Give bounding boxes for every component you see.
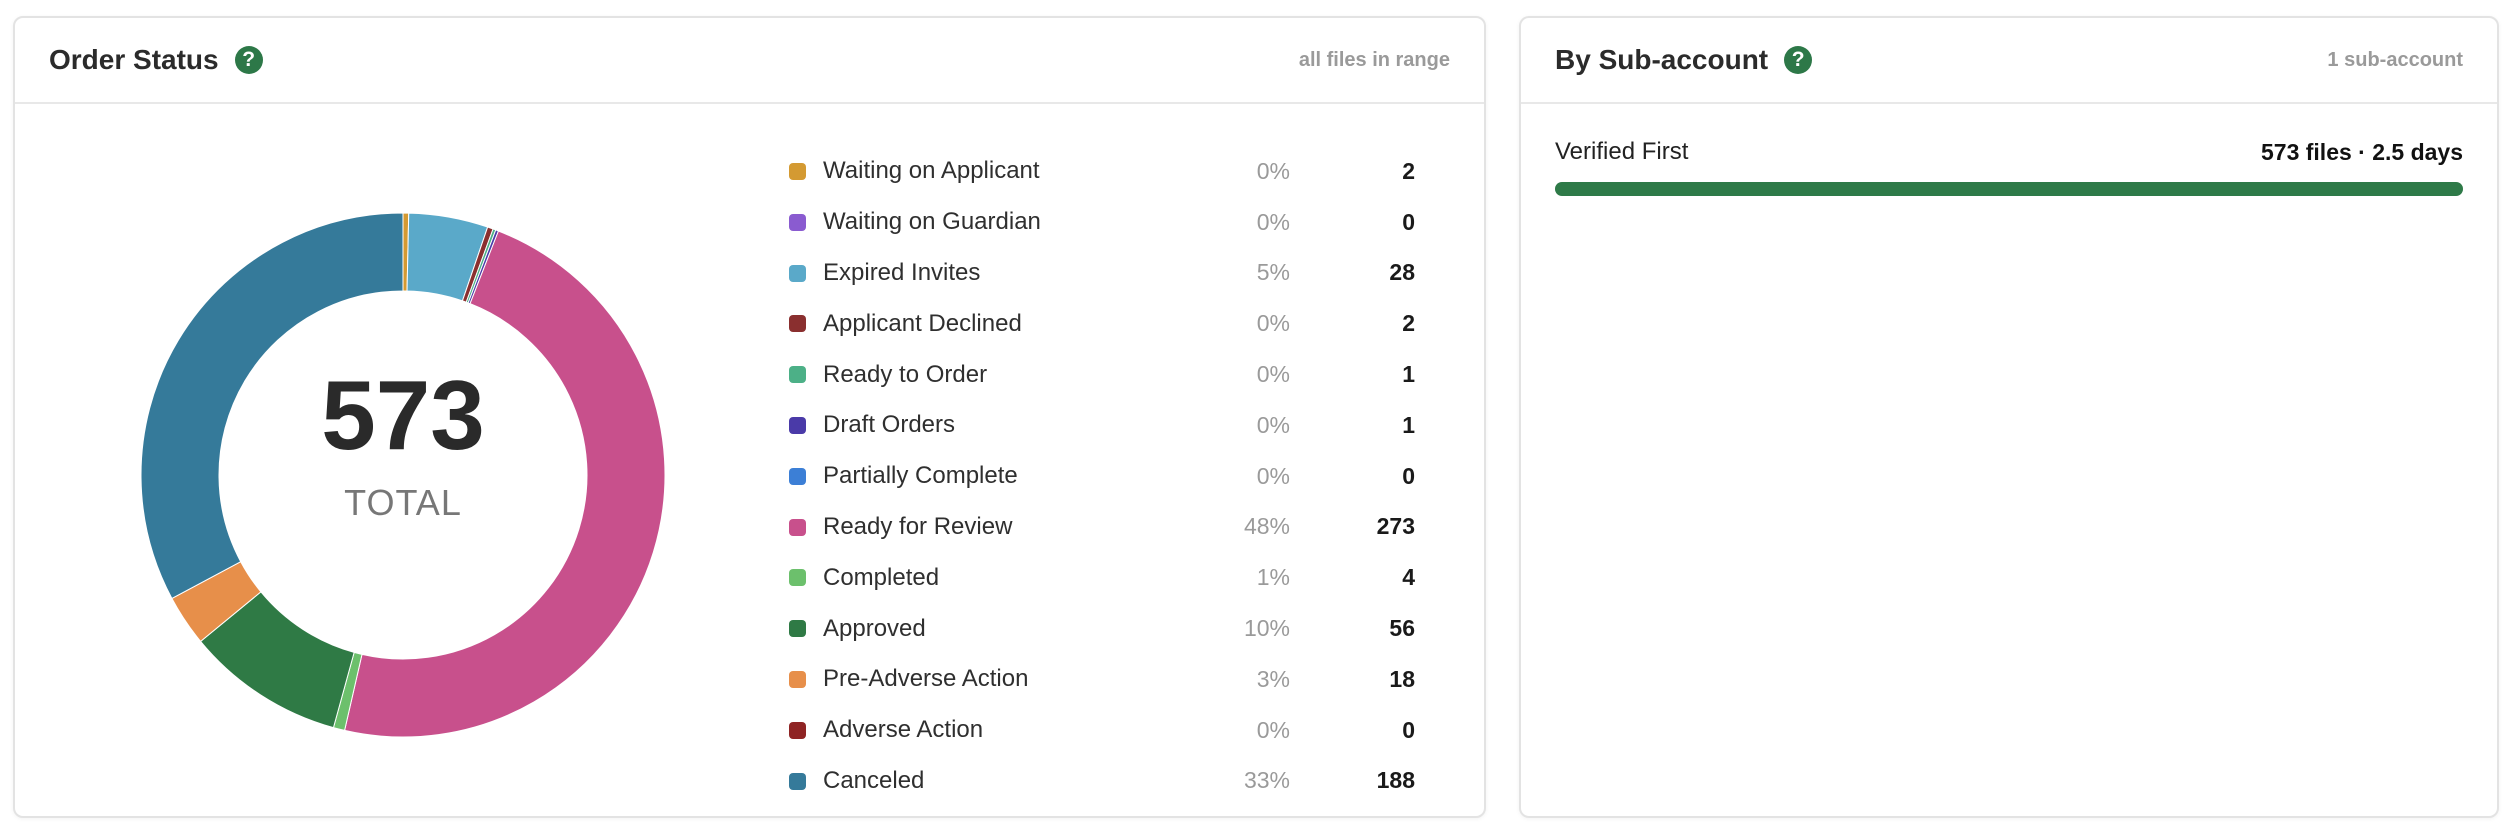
legend-percent: 0% xyxy=(1256,716,1290,743)
legend-label: Ready to Order xyxy=(823,360,988,388)
legend-percent: 1% xyxy=(1256,564,1290,591)
sub-account-card: By Sub-account ? 1 sub-account Verified … xyxy=(1519,16,2499,818)
legend-item[interactable]: Approved 10% 56 xyxy=(775,603,1435,654)
legend-label: Ready for Review xyxy=(823,512,1013,540)
legend-percent: 0% xyxy=(1256,208,1290,235)
sub-account-row[interactable]: Verified First 573 files · 2.5 days xyxy=(1555,138,2463,196)
legend-item[interactable]: Adverse Action 0% 0 xyxy=(775,705,1435,756)
legend-label: Adverse Action xyxy=(823,716,984,744)
legend-count: 1 xyxy=(1402,411,1415,438)
legend-swatch xyxy=(789,569,806,587)
legend-item[interactable]: Waiting on Guardian 0% 0 xyxy=(775,197,1435,248)
donut-slice[interactable] xyxy=(140,212,404,600)
sub-account-title: By Sub-account xyxy=(1555,44,1769,75)
legend-label: Waiting on Guardian xyxy=(823,208,1041,236)
legend-swatch xyxy=(789,315,806,333)
total-count: 573 xyxy=(321,360,485,470)
legend-percent: 0% xyxy=(1256,361,1290,388)
legend-label: Expired Invites xyxy=(823,258,981,286)
sub-account-name: Verified First xyxy=(1555,138,1689,165)
legend-label: Pre-Adverse Action xyxy=(823,665,1029,693)
legend-percent: 5% xyxy=(1256,259,1290,286)
range-note: all files in range xyxy=(1298,48,1450,71)
legend-item[interactable]: Completed 1% 4 xyxy=(775,552,1435,603)
legend-swatch xyxy=(789,366,806,384)
legend-swatch xyxy=(789,467,806,485)
donut-slice[interactable] xyxy=(343,230,666,738)
sub-account-bar-fill xyxy=(1555,182,2463,196)
legend-item[interactable]: Canceled 33% 188 xyxy=(775,756,1435,807)
legend-item[interactable]: Draft Orders 0% 1 xyxy=(775,400,1435,451)
legend-label: Draft Orders xyxy=(823,411,956,439)
legend-swatch xyxy=(789,163,806,180)
legend-count: 0 xyxy=(1402,462,1415,489)
legend-label: Approved xyxy=(823,614,926,642)
legend-count: 0 xyxy=(1402,716,1415,743)
legend-item[interactable]: Ready for Review 48% 273 xyxy=(775,502,1435,553)
legend-count: 56 xyxy=(1389,615,1415,642)
legend-item[interactable]: Pre-Adverse Action 3% 18 xyxy=(775,654,1435,705)
legend-item[interactable]: Expired Invites 5% 28 xyxy=(775,248,1435,299)
legend-count: 0 xyxy=(1402,208,1415,235)
donut-center: 573 TOTAL xyxy=(200,366,606,524)
order-status-header: Order Status ? all files in range xyxy=(15,18,1484,104)
order-status-card: Order Status ? all files in range 573 TO… xyxy=(13,16,1486,818)
legend-percent: 48% xyxy=(1243,513,1290,540)
legend-label: Applicant Declined xyxy=(823,309,1022,337)
legend-percent: 33% xyxy=(1243,767,1290,794)
help-icon[interactable]: ? xyxy=(1784,46,1813,74)
help-icon[interactable]: ? xyxy=(234,46,263,74)
status-legend: Waiting on Applicant 0% 2 Waiting on Guardi… xyxy=(775,146,1435,806)
legend-label: Partially Complete xyxy=(823,462,1018,490)
legend-count: 2 xyxy=(1402,310,1415,337)
legend-item[interactable]: Applicant Declined 0% 2 xyxy=(775,298,1435,349)
legend-swatch xyxy=(789,213,806,231)
legend-count: 4 xyxy=(1402,564,1415,591)
legend-swatch xyxy=(789,620,806,638)
sub-account-header: By Sub-account ? 1 sub-account xyxy=(1521,18,2497,104)
legend-swatch xyxy=(789,416,806,434)
legend-swatch xyxy=(789,670,806,688)
legend-item[interactable]: Partially Complete 0% 0 xyxy=(775,451,1435,502)
legend-swatch xyxy=(789,721,806,739)
order-status-donut xyxy=(140,212,666,738)
legend-count: 188 xyxy=(1376,767,1415,794)
legend-percent: 10% xyxy=(1243,615,1290,642)
legend-percent: 3% xyxy=(1256,665,1290,692)
legend-count: 18 xyxy=(1389,665,1415,692)
legend-item[interactable]: Waiting on Applicant 0% 2 xyxy=(775,146,1435,197)
total-label: TOTAL xyxy=(344,482,462,523)
legend-count: 1 xyxy=(1402,361,1415,388)
legend-count: 2 xyxy=(1402,157,1415,184)
legend-count: 273 xyxy=(1376,513,1415,540)
legend-swatch xyxy=(789,264,806,282)
legend-count: 28 xyxy=(1389,259,1415,286)
legend-percent: 0% xyxy=(1256,462,1290,489)
legend-swatch xyxy=(789,518,806,536)
legend-percent: 0% xyxy=(1256,310,1290,337)
legend-swatch xyxy=(789,772,806,790)
order-status-title: Order Status xyxy=(49,44,219,75)
legend-label: Canceled xyxy=(823,766,925,794)
legend-percent: 0% xyxy=(1256,157,1290,184)
sub-account-stats: 573 files · 2.5 days xyxy=(2260,138,2463,165)
legend-item[interactable]: Ready to Order 0% 1 xyxy=(775,349,1435,400)
legend-percent: 0% xyxy=(1256,411,1290,438)
legend-label: Completed xyxy=(823,563,940,591)
sub-account-count: 1 sub-account xyxy=(2327,48,2463,71)
sub-account-bar xyxy=(1555,182,2463,196)
legend-label: Waiting on Applicant xyxy=(823,157,1040,185)
